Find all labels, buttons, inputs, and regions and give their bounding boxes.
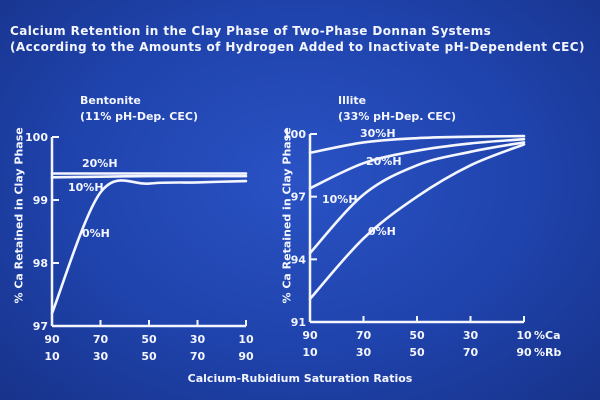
bentonite-x-tick-label-rb: 50 bbox=[141, 350, 157, 363]
bentonite-y-tick-label: 97 bbox=[33, 320, 48, 333]
illite-x-tick-label-ca: 30 bbox=[463, 329, 479, 342]
bentonite-series-label: 10%H bbox=[68, 181, 104, 194]
illite-x-tick-label-rb: 10 bbox=[302, 346, 318, 359]
bentonite-x-tick-label-ca: 70 bbox=[93, 333, 109, 346]
bentonite-series-0pct-h bbox=[50, 179, 248, 315]
bentonite-y-tick-label: 99 bbox=[33, 194, 48, 207]
bentonite-x-tick-label-rb: 30 bbox=[93, 350, 109, 363]
illite-subtitle: (33% pH-Dep. CEC) bbox=[338, 110, 456, 123]
bentonite-title: Bentonite bbox=[80, 94, 141, 107]
illite-y-tick-label: 97 bbox=[291, 191, 306, 204]
illite-series-label: 10%H bbox=[322, 193, 358, 206]
bentonite-series-label: 0%H bbox=[82, 227, 110, 240]
illite-y-tick-label: 100 bbox=[283, 128, 306, 141]
bentonite-x-tick-label-rb: 70 bbox=[190, 350, 206, 363]
illite-x-tick-label-ca: 10 bbox=[516, 329, 532, 342]
bentonite-x-tick-label-rb: 10 bbox=[44, 350, 60, 363]
illite-series-30pct-h bbox=[308, 134, 526, 155]
bentonite-x-tick-label-ca: 10 bbox=[238, 333, 254, 346]
illite-x-unit-ca: %Ca bbox=[534, 329, 561, 342]
illite-series-label: 20%H bbox=[366, 155, 402, 168]
illite-title: Illite bbox=[338, 94, 367, 107]
illite-x-tick-label-rb: 90 bbox=[516, 346, 532, 359]
illite-x-unit-rb: %Rb bbox=[534, 346, 561, 359]
bentonite-subtitle: (11% pH-Dep. CEC) bbox=[80, 110, 198, 123]
illite-series-label: 30%H bbox=[360, 127, 396, 140]
bentonite-x-tick-label-rb: 90 bbox=[238, 350, 254, 363]
bentonite-series-10pct-h bbox=[50, 174, 248, 179]
illite-x-tick-label-rb: 50 bbox=[409, 346, 425, 359]
illite-y-tick-label: 94 bbox=[291, 253, 307, 266]
illite-x-tick-label-ca: 70 bbox=[356, 329, 372, 342]
illite-y-tick-label: 91 bbox=[291, 316, 306, 329]
slide-title-line-2: (According to the Amounts of Hydrogen Ad… bbox=[10, 40, 585, 54]
illite-series-0pct-h bbox=[308, 143, 526, 301]
illite-series-label: 0%H bbox=[368, 225, 396, 238]
bentonite-y-tick-label: 100 bbox=[25, 131, 48, 144]
bentonite-y-tick-label: 98 bbox=[33, 257, 48, 270]
illite-x-tick-label-rb: 70 bbox=[463, 346, 479, 359]
bentonite-x-tick-label-ca: 50 bbox=[141, 333, 157, 346]
bentonite-series-label: 20%H bbox=[82, 157, 118, 170]
illite-x-tick-label-ca: 90 bbox=[302, 329, 318, 342]
illite-series-20pct-h bbox=[308, 137, 526, 190]
slide-title-line-1: Calcium Retention in the Clay Phase of T… bbox=[10, 24, 492, 38]
bentonite-x-tick-label-ca: 90 bbox=[44, 333, 60, 346]
bentonite-x-tick-label-ca: 30 bbox=[190, 333, 206, 346]
illite-x-tick-label-ca: 50 bbox=[409, 329, 425, 342]
x-axis-label: Calcium-Rubidium Saturation Ratios bbox=[187, 372, 413, 385]
illite-x-tick-label-rb: 30 bbox=[356, 346, 372, 359]
illite-series-10pct-h bbox=[308, 141, 526, 255]
